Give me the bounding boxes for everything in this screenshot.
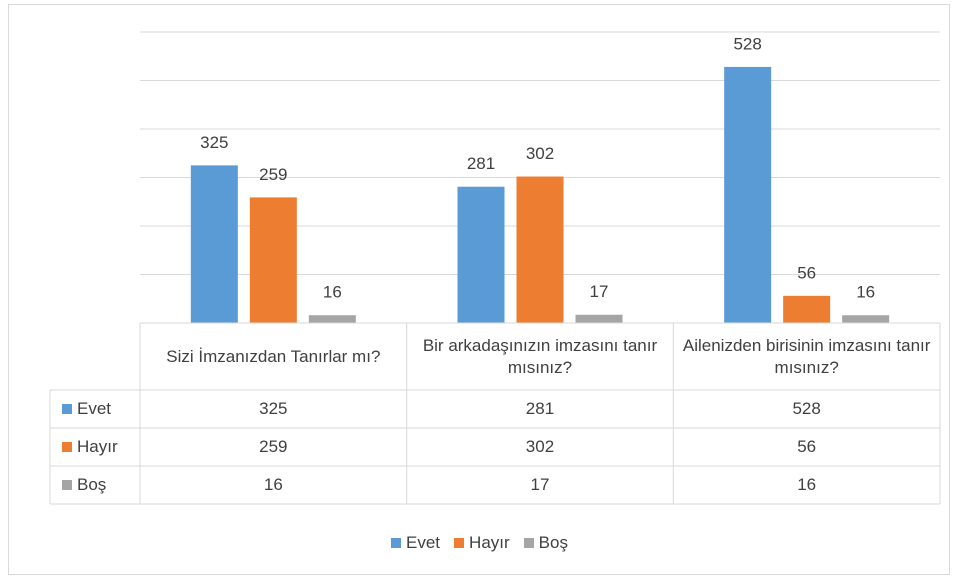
data-label: 281 [467,154,495,173]
row-name: Evet [77,399,112,418]
table-cell: 56 [797,437,817,456]
legend-key [62,404,72,414]
table-cell: 16 [263,475,283,494]
bar [249,197,297,323]
x-tick-label: Sizi İmzanızdan Tanırlar mı? [166,346,381,366]
bar [308,315,356,323]
table-row-header: Boş [50,466,140,504]
bar [190,165,238,323]
table-cell: 325 [259,399,288,418]
legend-label: Boş [538,533,568,552]
table-cell: 16 [797,475,817,494]
x-tick-label: Ailenizden birisinin imzasını tanır mısı… [682,335,931,377]
data-label: 528 [733,34,761,53]
legend-item: Hayır [454,533,510,553]
legend-item: Boş [523,533,568,553]
table-cell: 302 [525,437,555,456]
table-cell: 281 [525,399,555,418]
bar [842,315,890,323]
legend-key [523,538,534,548]
table-row-header: Hayır [50,428,140,466]
legend-key [62,442,72,452]
legend-label: Hayır [469,533,510,552]
x-tick-label: Bir arkadaşınızın imzasını tanır mısınız… [422,335,658,377]
data-label: 17 [590,282,609,301]
chart-border [8,4,950,575]
bar [457,186,505,323]
legend-key [391,538,402,548]
data-label: 325 [200,133,228,152]
table-cell: 259 [259,437,288,456]
table-row-header: Evet [50,390,140,428]
legend-key [454,538,465,548]
data-label: 302 [526,144,554,163]
row-name: Boş [77,475,107,494]
data-label: 16 [856,283,875,302]
bar [516,176,564,323]
bar [724,66,772,324]
legend-key [62,480,72,490]
legend: Evet Hayır Boş [0,533,959,553]
table-cell: 528 [792,399,821,418]
row-name: Hayır [77,437,118,456]
bar [783,295,831,323]
legend-label: Evet [406,533,441,552]
data-label: 259 [259,165,287,184]
data-label: 56 [797,263,816,282]
table-cell: 17 [530,475,550,494]
data-label: 16 [323,283,342,302]
bar [575,314,623,323]
legend-item: Evet [391,533,440,553]
